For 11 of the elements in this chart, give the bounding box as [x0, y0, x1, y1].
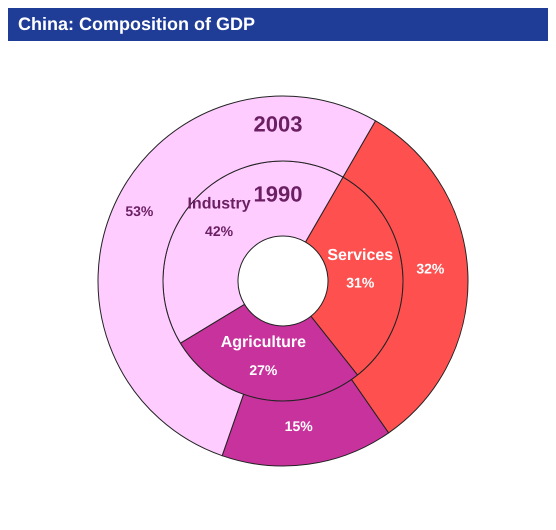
chart-title: China: Composition of GDP: [8, 8, 548, 41]
slice-label: 1990: [254, 182, 302, 206]
slice-label: 2003: [254, 112, 302, 136]
slice-label: Agriculture: [220, 334, 306, 352]
data-label: 15%: [284, 418, 314, 434]
data-label: 53%: [125, 203, 154, 220]
data-label: 27%: [249, 362, 278, 378]
data-label: 31%: [346, 274, 375, 291]
data-label: 32%: [416, 260, 445, 276]
data-label: 42%: [205, 222, 234, 239]
slice-label: Services: [327, 246, 394, 264]
